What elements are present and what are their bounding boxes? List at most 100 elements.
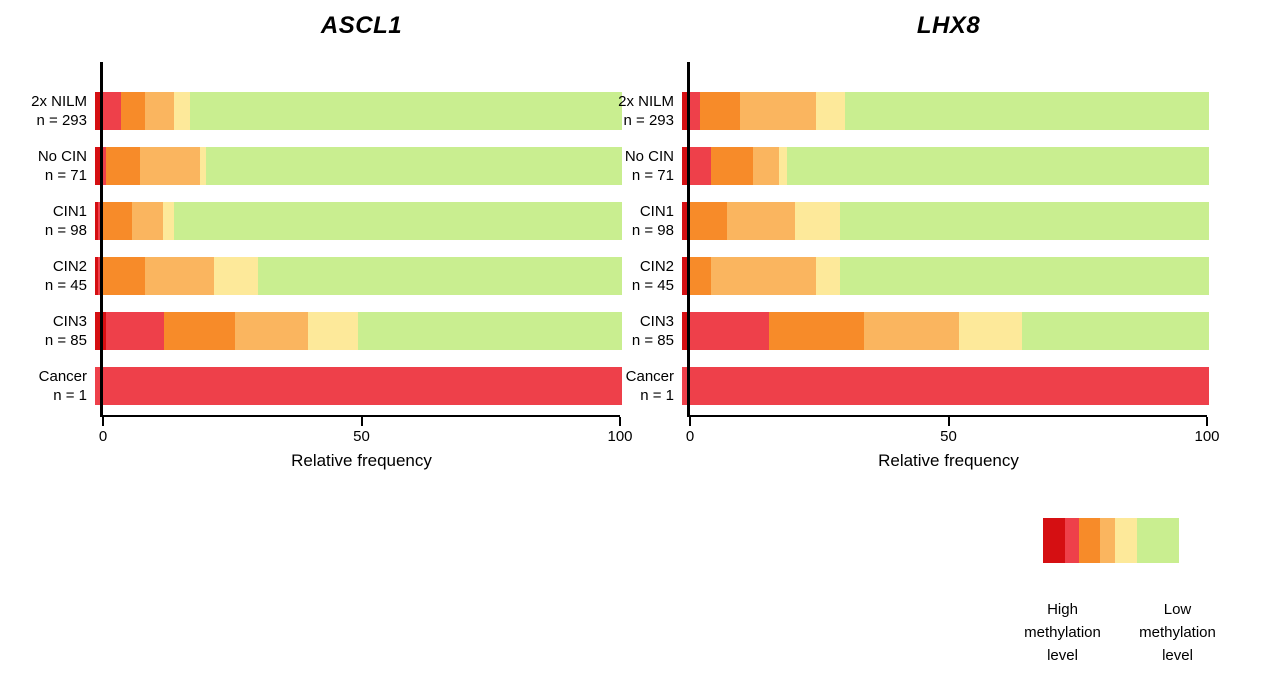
- category-label: CIN2 n = 45: [631, 258, 674, 294]
- category-label: CIN1 n = 98: [631, 203, 674, 239]
- x-tick-label: 0: [685, 428, 695, 445]
- category-label: No CIN n = 71: [37, 148, 87, 184]
- bar-segment-methylation-bin-5: [816, 92, 846, 130]
- bar-segment-methylation-bin-4: [753, 147, 780, 185]
- legend-low-methylation-label: Low methylation level: [1139, 601, 1216, 664]
- stacked-bar: [95, 312, 622, 350]
- bar-segment-methylation-bin-5: [779, 147, 788, 185]
- legend-color-scale: [1043, 518, 1179, 563]
- stacked-bar: [95, 367, 622, 405]
- bar-segment-methylation-bin-6-lowest: [174, 202, 622, 240]
- bar-segment-methylation-bin-6-lowest: [358, 312, 622, 350]
- bar-segment-methylation-bin-4: [726, 202, 796, 240]
- x-axis-label: Relative frequency: [878, 451, 1019, 470]
- bar-segment-methylation-bin-1-highest: [682, 202, 688, 240]
- bar-segment-methylation-bin-1-highest: [95, 202, 98, 240]
- chart-title-ascl1: ASCL1: [320, 12, 403, 39]
- x-tick-mark: [102, 417, 104, 426]
- bar-segment-methylation-bin-4: [139, 147, 201, 185]
- bar-segment-methylation-bin-1-highest: [95, 92, 101, 130]
- x-tick-mark: [360, 417, 363, 426]
- category-label: CIN1 n = 98: [44, 203, 87, 239]
- chart-row: Cancer n = 1: [587, 367, 1209, 405]
- bar-segment-methylation-bin-1-highest: [682, 257, 688, 295]
- bar-segment-methylation-bin-5: [213, 257, 259, 295]
- stacked-bar: [682, 92, 1209, 130]
- x-tick-label: 100: [607, 428, 633, 445]
- stacked-bar: [682, 202, 1209, 240]
- legend-swatch: [1043, 518, 1065, 563]
- category-label: CIN2 n = 45: [44, 258, 87, 294]
- bar-segment-methylation-bin-4: [863, 312, 959, 350]
- bar-segment-methylation-bin-2: [100, 147, 106, 185]
- x-axis-ticks: 0 50 100: [99, 417, 633, 451]
- stacked-bar: [682, 147, 1209, 185]
- bar-segment-methylation-bin-4: [234, 312, 309, 350]
- category-label: 2x NILM n = 293: [31, 93, 87, 129]
- bar-segment-methylation-bin-1-highest: [682, 92, 690, 130]
- chart-row: CIN1 n = 98: [587, 202, 1209, 240]
- chart-row: CIN1 n = 98: [0, 202, 622, 240]
- chart-row: 2x NILM n = 293: [587, 92, 1209, 130]
- bar-segment-methylation-bin-2: [682, 367, 1209, 405]
- stacked-bar: [682, 367, 1209, 405]
- bar-segment-methylation-bin-3: [768, 312, 864, 350]
- plot-area-lhx8: 2x NILM n = 293 No CIN n = 71 CIN1 n = 98 C…: [587, 62, 1209, 417]
- chart-row: CIN3 n = 85: [0, 312, 622, 350]
- chart-row: 2x NILM n = 293: [0, 92, 622, 130]
- category-label: CIN3 n = 85: [44, 313, 87, 349]
- bar-segment-methylation-bin-2: [689, 92, 701, 130]
- chart-row: No CIN n = 71: [587, 147, 1209, 185]
- x-axis-label: Relative frequency: [291, 451, 432, 470]
- bar-segment-methylation-bin-4: [131, 202, 164, 240]
- y-axis-line: [687, 62, 690, 417]
- bar-segment-methylation-bin-6-lowest: [258, 257, 622, 295]
- legend-swatch: [1137, 518, 1179, 563]
- bar-segment-methylation-bin-5: [200, 147, 206, 185]
- bar-segment-methylation-bin-6-lowest: [845, 92, 1209, 130]
- x-tick-mark: [947, 417, 950, 426]
- bar-segment-methylation-bin-3: [710, 147, 754, 185]
- bar-segment-methylation-bin-1-highest: [95, 257, 98, 295]
- bar-rows: 2x NILM n = 293 No CIN n = 71 CIN1 n = 98 C…: [587, 92, 1209, 405]
- bar-segment-methylation-bin-1-highest: [682, 147, 690, 185]
- legend-labels: High methylation level Low methylation l…: [1005, 598, 1235, 667]
- bar-rows: 2x NILM n = 293 No CIN n = 71 CIN1 n = 98 C…: [0, 92, 622, 405]
- legend-swatch: [1115, 518, 1137, 563]
- x-tick-mark: [619, 417, 621, 426]
- x-tick-label: 0: [98, 428, 108, 445]
- bar-segment-methylation-bin-5: [174, 92, 190, 130]
- category-label: CIN3 n = 85: [631, 313, 674, 349]
- bar-segment-methylation-bin-6-lowest: [840, 202, 1209, 240]
- chart-row: CIN3 n = 85: [587, 312, 1209, 350]
- category-label: Cancer n = 1: [38, 368, 87, 404]
- bar-segment-methylation-bin-5: [308, 312, 359, 350]
- chart-row: CIN2 n = 45: [0, 257, 622, 295]
- stacked-bar: [682, 257, 1209, 295]
- category-label: 2x NILM n = 293: [618, 93, 674, 129]
- stacked-bar: [95, 92, 622, 130]
- legend-swatch: [1065, 518, 1079, 563]
- bar-segment-methylation-bin-1-highest: [682, 312, 690, 350]
- x-tick-label: 50: [940, 428, 957, 445]
- chart-row: CIN2 n = 45: [587, 257, 1209, 295]
- bar-segment-methylation-bin-6-lowest: [1021, 312, 1209, 350]
- bar-segment-methylation-bin-4: [145, 257, 214, 295]
- chart-lhx8: LHX8 2x NILM n = 293 No CIN n = 71 CIN1 n …: [587, 12, 1219, 471]
- legend: High methylation level Low methylation l…: [1005, 518, 1235, 667]
- x-tick-label: 50: [353, 428, 370, 445]
- bar-segment-methylation-bin-5: [795, 202, 841, 240]
- chart-ascl1: ASCL1 2x NILM n = 293 No CIN n = 71 CIN1 n…: [0, 12, 633, 471]
- x-tick-mark: [689, 417, 691, 426]
- bar-segment-methylation-bin-3: [100, 257, 146, 295]
- y-axis-line: [100, 62, 103, 417]
- chart-title-lhx8: LHX8: [916, 12, 981, 39]
- bar-segment-methylation-bin-3: [687, 257, 711, 295]
- bar-segment-methylation-bin-2: [689, 147, 711, 185]
- bar-segment-methylation-bin-5: [163, 202, 174, 240]
- x-axis-line: [687, 414, 1207, 417]
- legend-high-methylation-label: High methylation level: [1024, 601, 1101, 664]
- legend-swatch: [1100, 518, 1115, 563]
- bar-segment-methylation-bin-4: [710, 257, 817, 295]
